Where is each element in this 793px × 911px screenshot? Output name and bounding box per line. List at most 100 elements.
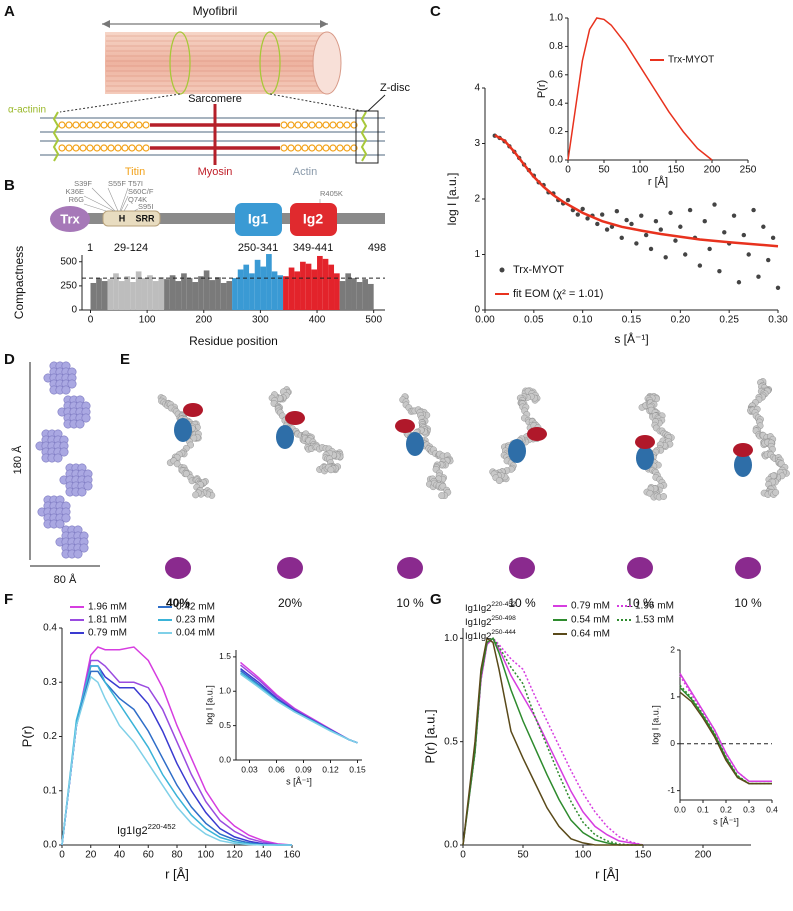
x-tick-label: 0.0	[674, 804, 686, 814]
bead	[61, 513, 71, 523]
y-axis-label: log I [a.u.]	[445, 173, 459, 226]
x-tick-label: 0.00	[475, 315, 495, 326]
ig2-model	[183, 403, 203, 417]
bar	[124, 276, 131, 310]
bar	[288, 267, 295, 310]
x-tick-label: 300	[252, 315, 269, 326]
label: Ig1	[248, 211, 268, 227]
titin	[107, 121, 115, 129]
y-tick-label: -1	[667, 785, 675, 795]
residue	[772, 488, 780, 496]
bar	[164, 279, 170, 310]
titin	[322, 121, 330, 129]
sample-name: Ig1Ig2	[117, 825, 148, 837]
residue	[182, 470, 190, 478]
label: 80 Å	[54, 573, 77, 586]
point	[687, 207, 693, 213]
y-tick-label: 0.0	[444, 840, 458, 851]
line	[679, 691, 772, 785]
point	[770, 235, 776, 241]
x-tick-label: 0.06	[268, 764, 285, 774]
titin	[142, 121, 150, 129]
x-axis-label: r [Å]	[165, 866, 189, 881]
bar	[311, 269, 318, 310]
label: 250-341	[238, 242, 278, 254]
bar	[266, 254, 272, 310]
line	[61, 665, 292, 846]
titin	[58, 144, 66, 152]
x-axis-label: r [Å]	[648, 175, 668, 188]
x-tick-label: 400	[309, 315, 326, 326]
line	[494, 134, 779, 248]
trx-model	[627, 557, 653, 579]
ig2-model	[395, 419, 415, 433]
x-tick-label: 80	[171, 850, 183, 861]
x-tick-label: 0.15	[622, 315, 642, 326]
y-tick-label: 1.0	[549, 13, 563, 24]
mutation: S55F	[108, 179, 126, 188]
bead	[61, 385, 71, 395]
panel-label: G	[430, 591, 442, 608]
ig2-model	[733, 443, 753, 457]
bar	[113, 273, 119, 310]
titin	[315, 144, 323, 152]
titin	[72, 144, 80, 152]
x-axis-label: s [Å⁻¹]	[713, 816, 739, 826]
bar	[294, 271, 301, 310]
titin	[343, 121, 351, 129]
titin	[343, 144, 351, 152]
envelope-model	[35, 361, 93, 559]
titin	[121, 121, 129, 129]
x-tick-label: 0.12	[322, 764, 339, 774]
mutation: T57I	[128, 179, 143, 188]
ig2-model	[527, 427, 547, 441]
point	[609, 224, 615, 229]
bar	[130, 282, 136, 310]
sarcomere-drawing	[40, 104, 385, 165]
ig2-domain	[290, 203, 337, 236]
residue	[438, 492, 446, 499]
legend-label: 1.96 mM	[635, 601, 674, 612]
x-tick-label: 40	[114, 850, 126, 861]
x-axis-label: r [Å]	[595, 866, 619, 881]
bar	[141, 278, 148, 310]
y-tick-label: 0.0	[43, 840, 57, 851]
titin	[350, 121, 358, 129]
legend-label: 0.79 mM	[88, 628, 127, 639]
point	[736, 280, 742, 285]
label: Myofibril	[193, 4, 238, 18]
bar	[232, 278, 238, 310]
titin	[93, 121, 101, 129]
stripes	[106, 35, 326, 92]
titin	[135, 121, 143, 129]
panel-label: D	[4, 351, 15, 368]
x-tick-label: 0	[460, 850, 466, 861]
point	[658, 227, 663, 232]
titin	[301, 121, 309, 129]
trx-domain	[50, 206, 90, 232]
myofibril	[105, 32, 327, 94]
legend-label: 1.81 mM	[88, 615, 127, 626]
x-axis-label: Residue position	[189, 334, 278, 348]
ig1-model	[508, 439, 526, 463]
legend-label: 0.04 mM	[176, 628, 215, 639]
label: Myosin	[198, 166, 233, 178]
titin	[114, 144, 122, 152]
line	[679, 673, 772, 783]
point	[639, 213, 644, 218]
ig1-model	[174, 418, 192, 442]
x-tick-label: 200	[695, 850, 712, 861]
x-tick-label: 0.3	[743, 804, 755, 814]
titin	[135, 144, 143, 152]
sample-name: Ig1Ig2	[465, 617, 491, 628]
point	[702, 219, 707, 224]
titin	[100, 144, 108, 152]
line	[462, 637, 643, 846]
z-line	[360, 111, 368, 162]
bar	[243, 264, 250, 310]
legend-label: Trx-MYOT	[513, 264, 564, 276]
y-tick-label: 0	[670, 738, 675, 748]
line	[462, 637, 644, 846]
point	[683, 252, 688, 257]
fraction: 10 %	[508, 596, 536, 610]
